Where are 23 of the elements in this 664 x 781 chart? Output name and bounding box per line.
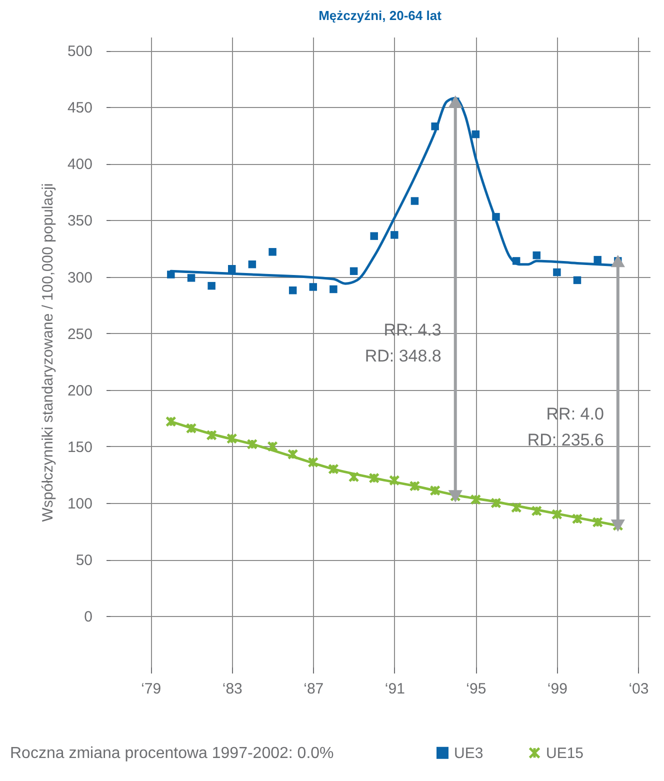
y-tick-label: 300 [67,269,92,286]
x-tick-label: ‘91 [384,680,405,698]
y-tick-label: 50 [76,552,92,570]
y-tick-label: 100 [67,495,92,512]
y-tick-label: 350 [67,212,92,230]
y-tick-label: 400 [67,156,92,174]
x-tick-label: ‘95 [466,680,486,698]
x-tick-label: ‘79 [141,680,162,698]
y-tick-label: 500 [67,43,92,60]
text: Roczna zmiana procentowa 1997-2002: 0.0% [10,745,334,762]
x-tick-label: ‘83 [222,680,242,698]
chart-title: Mężczyźni, 20-64 lat [318,8,442,23]
y-tick-label: 150 [67,438,92,456]
y-tick-label: 200 [67,382,92,400]
y-tick-label: 450 [67,100,92,117]
y-tick-label: 0 [84,608,92,626]
legend-label: UE3 [454,744,484,762]
x-tick-label: ‘99 [547,680,568,698]
y-tick-label: 250 [67,326,92,343]
x-tick-label: ‘87 [304,680,324,698]
y-axis-title: Współczynniki standaryzowane / 100,000 populacji [39,183,56,522]
legend-label: UE15 [546,744,584,762]
x-tick-label: ‘03 [628,680,649,698]
